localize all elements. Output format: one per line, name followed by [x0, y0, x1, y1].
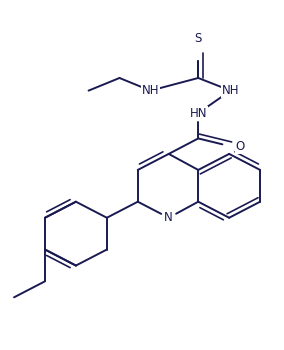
- Text: NH: NH: [142, 84, 159, 97]
- Text: HN: HN: [189, 107, 207, 120]
- Text: O: O: [236, 140, 245, 153]
- Text: NH: NH: [222, 84, 239, 97]
- Text: N: N: [164, 211, 173, 224]
- Text: S: S: [195, 32, 202, 45]
